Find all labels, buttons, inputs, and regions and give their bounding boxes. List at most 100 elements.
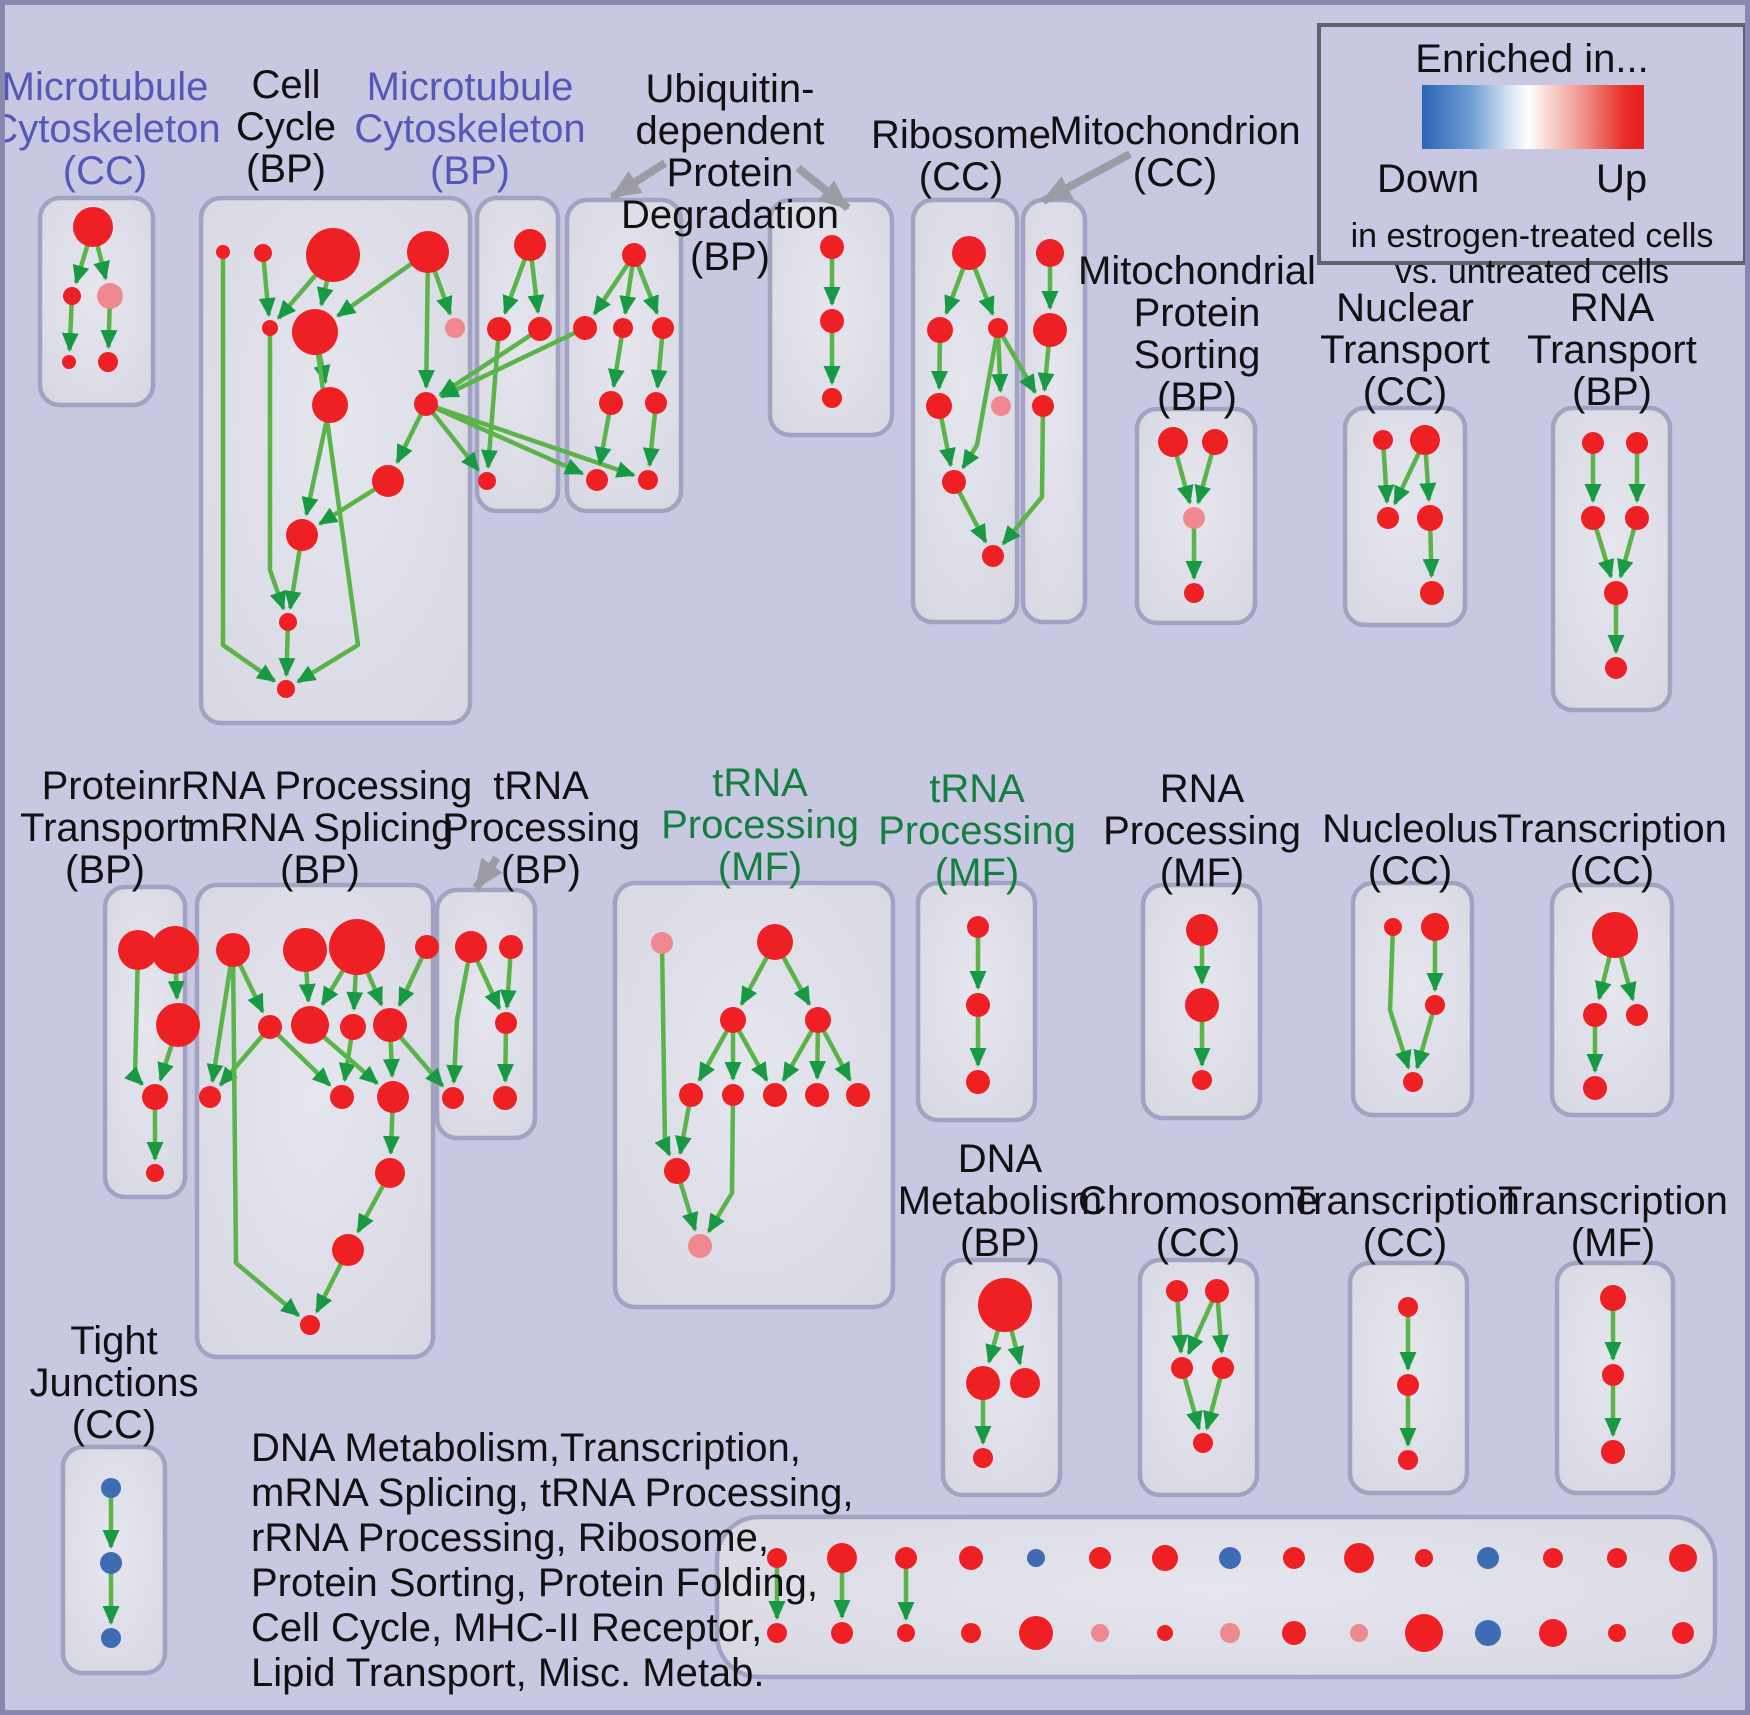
- cluster-label: Chromosome (CC): [1078, 1179, 1318, 1265]
- edge-arrow: [267, 328, 286, 611]
- go-term-node: [1608, 1624, 1626, 1642]
- go-term-node: [966, 993, 990, 1017]
- go-term-node: [1219, 1547, 1241, 1569]
- go-term-node: [277, 680, 295, 698]
- go-term-node: [1212, 1357, 1234, 1379]
- go-term-node: [966, 1070, 990, 1094]
- legend-subtitle-line2: vs. untreated cells: [1394, 253, 1670, 291]
- cluster-label: Microtubule Cytoskeleton (CC): [5, 65, 221, 193]
- go-term-node: [1626, 1004, 1648, 1026]
- go-term-node: [1582, 432, 1604, 454]
- go-term-node: [1398, 1297, 1418, 1317]
- edge-arrow: [706, 1094, 736, 1234]
- go-term-node: [1184, 583, 1204, 603]
- cluster-box: [37, 195, 156, 408]
- cluster-label: Transcription (CC): [1497, 807, 1727, 893]
- misc-text-line: Cell Cycle, MHC-II Receptor,: [251, 1606, 763, 1650]
- go-term-node: [991, 396, 1011, 416]
- go-term-node: [329, 919, 385, 975]
- go-term-node: [1398, 1450, 1418, 1470]
- edge-arrow: [1387, 926, 1412, 1070]
- go-term-node: [679, 1083, 703, 1107]
- go-term-node: [952, 236, 986, 270]
- go-term-node: [97, 283, 123, 309]
- go-term-node: [967, 916, 989, 938]
- go-term-node: [377, 1081, 409, 1113]
- edge-arrow: [258, 252, 276, 318]
- go-term-node: [1477, 1547, 1499, 1569]
- go-term-node: [1475, 1620, 1501, 1646]
- go-term-node: [978, 1278, 1032, 1332]
- edge-arrow: [991, 327, 1009, 394]
- go-term-node: [442, 1087, 464, 1109]
- cluster-label: Mitochondrion (CC): [1049, 109, 1300, 195]
- edge-arrow: [446, 946, 474, 1085]
- edge-arrow: [654, 942, 672, 1157]
- go-term-node: [1185, 988, 1219, 1022]
- go-term-node: [1027, 1549, 1045, 1567]
- go-term-node: [62, 355, 76, 369]
- go-term-node: [312, 387, 348, 423]
- legend: Enriched in... Down Up in estrogen-treat…: [1317, 23, 1745, 291]
- edge-arrow: [206, 949, 236, 1084]
- misc-text-line: mRNA Splicing, tRNA Processing,: [251, 1471, 854, 1515]
- cluster-label: tRNA Processing (MF): [661, 761, 859, 889]
- go-term-node: [1543, 1548, 1563, 1568]
- go-term-node: [757, 924, 793, 960]
- go-term-node: [415, 935, 439, 959]
- cluster-box: [564, 197, 684, 514]
- edge-arrow: [424, 402, 481, 472]
- go-term-node: [664, 1158, 690, 1184]
- cluster-box: [1342, 405, 1468, 628]
- cluster-label: Nucleolus (CC): [1322, 807, 1498, 893]
- cluster-label: tRNA Processing (BP): [442, 764, 640, 892]
- go-term-node: [822, 388, 842, 408]
- edge-arrow: [1377, 439, 1395, 505]
- go-term-node: [820, 309, 844, 333]
- edge-arrow: [230, 949, 301, 1318]
- go-term-node: [1420, 581, 1444, 605]
- cluster-label: rRNA Processing mRNA Splicing (BP): [168, 764, 473, 892]
- go-term-node: [1397, 1374, 1419, 1396]
- go-term-node: [1669, 1544, 1697, 1572]
- legend-subtitle-line1: in estrogen-treated cells: [1350, 217, 1714, 255]
- go-term-node: [1202, 429, 1228, 455]
- go-term-node: [1605, 657, 1627, 679]
- go-term-node: [966, 1366, 1000, 1400]
- go-term-node: [1539, 1619, 1567, 1647]
- cluster-label: tRNA Processing (MF): [878, 767, 1076, 895]
- go-term-node: [688, 1234, 712, 1258]
- legend-up-label: Up: [1596, 157, 1648, 201]
- cluster-label: Ribosome (CC): [871, 113, 1051, 199]
- go-term-node: [1283, 1547, 1305, 1569]
- edge-arrow: [218, 1025, 272, 1087]
- go-term-node: [1152, 1545, 1178, 1571]
- go-term-node: [1010, 1368, 1040, 1398]
- go-term-node: [831, 1622, 853, 1644]
- misc-text-line: Lipid Transport, Misc. Metab.: [251, 1651, 765, 1695]
- go-term-node: [142, 1084, 168, 1110]
- go-term-node: [493, 1086, 517, 1110]
- cluster-label: Cell Cycle (BP): [236, 63, 336, 191]
- go-term-node: [373, 1008, 407, 1042]
- go-term-node: [1604, 581, 1628, 605]
- cluster-box: [1350, 880, 1475, 1118]
- go-term-node: [455, 931, 487, 963]
- go-term-node: [495, 1012, 517, 1034]
- go-term-node: [763, 1083, 787, 1107]
- go-term-node: [573, 316, 597, 340]
- cluster-label: Tight Junctions (CC): [30, 1319, 199, 1447]
- go-term-node: [279, 613, 297, 631]
- cluster-box: [714, 1514, 1718, 1680]
- go-term-node: [722, 1084, 744, 1106]
- go-term-node: [262, 320, 278, 336]
- go-term-node: [1350, 1624, 1368, 1642]
- go-term-node: [258, 1015, 282, 1039]
- go-term-node: [805, 1007, 831, 1033]
- go-term-node: [1410, 425, 1440, 455]
- go-term-node: [1220, 1623, 1240, 1643]
- legend-title: Enriched in...: [1415, 37, 1649, 81]
- cluster-box: [474, 195, 561, 514]
- edge-arrow: [1001, 405, 1046, 546]
- edge-arrow: [417, 251, 435, 390]
